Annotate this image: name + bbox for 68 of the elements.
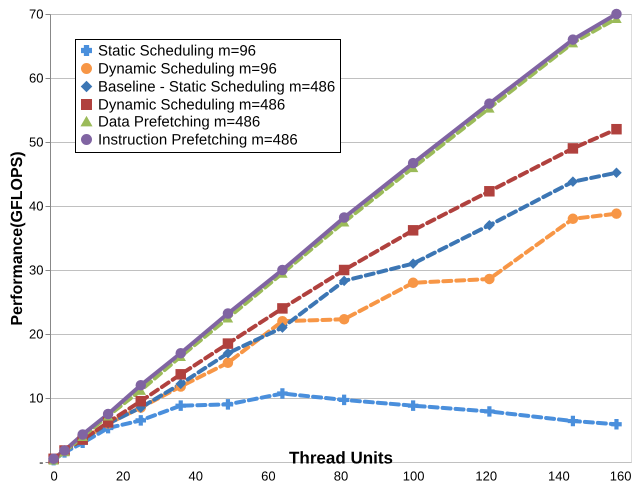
point <box>136 380 146 390</box>
point <box>222 338 234 349</box>
x-tick-label: 100 <box>402 468 424 484</box>
x-tick-label: 140 <box>548 468 570 484</box>
point <box>611 418 622 430</box>
point <box>408 278 418 288</box>
point <box>175 369 186 380</box>
point <box>568 416 578 426</box>
point <box>222 399 234 410</box>
point <box>611 124 622 134</box>
point <box>484 220 495 230</box>
point <box>277 303 288 314</box>
legend-label: Dynamic Scheduling m=96 <box>98 60 277 78</box>
legend-label: Static Scheduling m=96 <box>98 42 256 60</box>
y-tick-label: 40 <box>29 198 44 214</box>
point <box>175 348 186 358</box>
point <box>277 388 288 399</box>
point <box>77 429 88 440</box>
point <box>222 308 234 319</box>
x-axis-title: Thread Units <box>289 448 393 468</box>
point <box>175 400 186 411</box>
point <box>484 274 495 284</box>
point <box>611 208 622 219</box>
point <box>338 276 350 286</box>
point <box>484 186 495 197</box>
y-tick-label: 30 <box>29 262 44 278</box>
legend-label: Baseline - Static Scheduling m=486 <box>98 78 336 96</box>
y-tick-label: 20 <box>29 326 44 342</box>
point <box>408 225 418 236</box>
legend-label: Instruction Prefetching m=486 <box>98 132 298 148</box>
point <box>408 258 418 269</box>
point <box>568 143 578 154</box>
point <box>136 415 146 426</box>
point <box>408 400 418 411</box>
x-tick-label: 20 <box>116 468 130 484</box>
legend-label: Data Prefetching m=486 <box>98 114 260 130</box>
point <box>568 176 578 187</box>
point <box>102 408 114 420</box>
point <box>222 348 234 358</box>
x-tick-label: 120 <box>475 468 498 484</box>
x-tick-label: 0 <box>50 468 58 484</box>
point <box>611 167 622 178</box>
x-tick-label: 40 <box>188 468 203 484</box>
point <box>408 158 418 168</box>
x-tick-label: 80 <box>334 468 348 484</box>
y-tick-label: - <box>39 454 44 470</box>
point <box>568 34 578 45</box>
point <box>136 396 146 406</box>
x-tick-label: 60 <box>261 468 276 484</box>
point <box>222 358 234 368</box>
y-tick-label: 60 <box>29 70 44 86</box>
point <box>338 212 350 223</box>
point <box>338 314 350 325</box>
point <box>484 406 495 417</box>
point <box>484 98 495 109</box>
y-tick-label: 50 <box>29 134 44 150</box>
point <box>277 322 288 333</box>
point <box>338 264 350 276</box>
x-tick-label: 160 <box>610 468 632 484</box>
point <box>611 8 622 20</box>
point <box>175 378 186 390</box>
point <box>568 214 578 224</box>
point <box>338 394 350 406</box>
y-tick-label: 70 <box>29 6 44 22</box>
point <box>277 264 288 276</box>
legend-label: Dynamic Scheduling m=486 <box>98 96 286 114</box>
y-axis-title: Performance(GFLOPS) <box>9 151 26 326</box>
y-tick-label: 10 <box>29 390 44 406</box>
